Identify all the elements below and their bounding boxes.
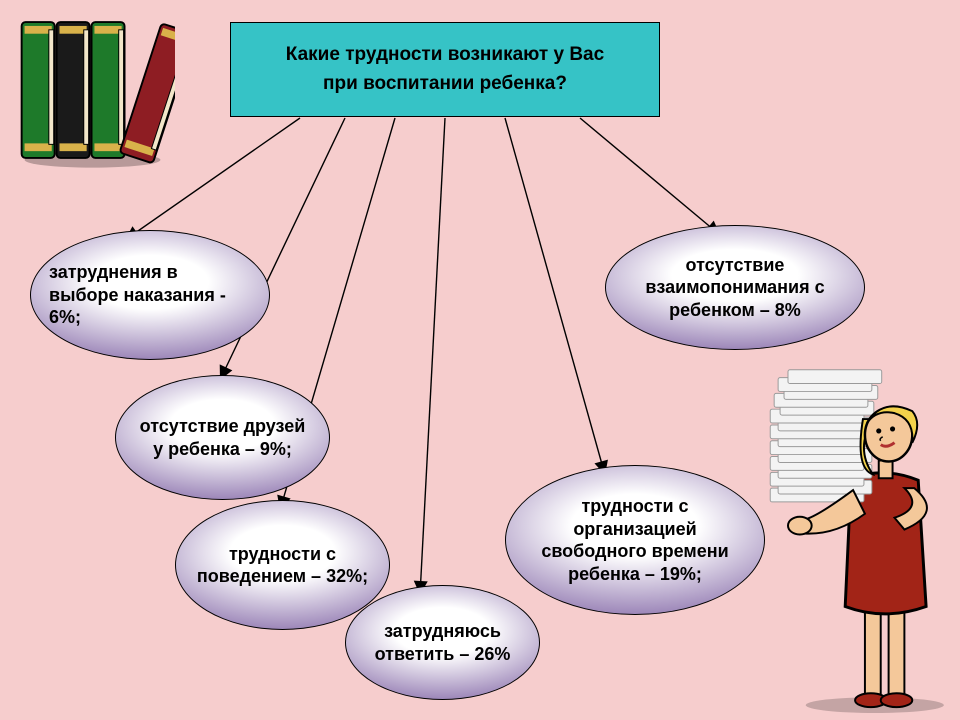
bubble-6: отсутствие взаимопонимания с ребенком – … (605, 225, 865, 350)
bubble-2: отсутствие друзей у ребенка – 9%; (115, 375, 330, 500)
bubble-1: затруднения в выборе наказания - 6%; (30, 230, 270, 360)
books-icon (10, 10, 175, 170)
bubble-3: трудности с поведением – 32%; (175, 500, 390, 630)
title-line-1: Какие трудности возникают у Вас (286, 41, 604, 70)
bubble-5: трудности с организацией свободного врем… (505, 465, 765, 615)
title-box: Какие трудности возникают у Вас при восп… (230, 22, 660, 117)
title-line-2: при воспитании ребенка? (323, 70, 567, 99)
woman-with-papers-icon (755, 350, 960, 715)
bubble-4: затрудняюсь ответить – 26% (345, 585, 540, 700)
